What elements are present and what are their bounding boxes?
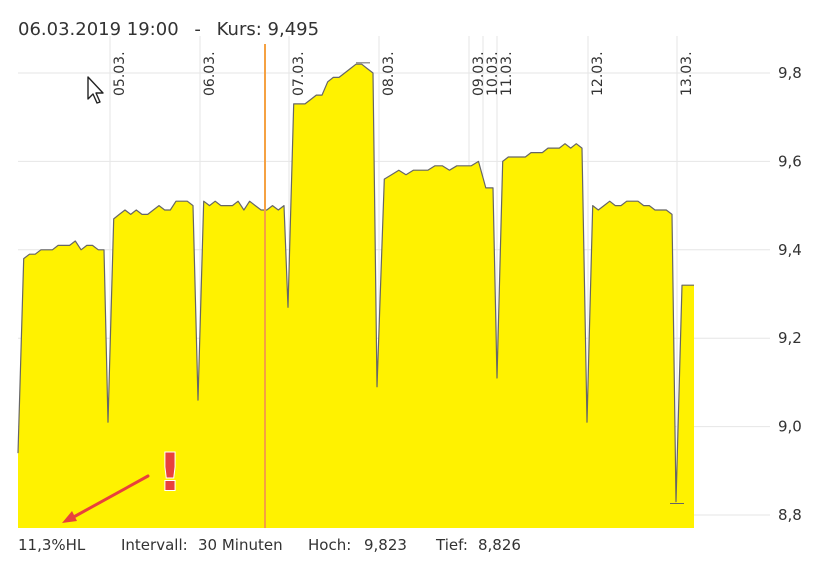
interval-value[interactable]: 30 Minuten [198,536,283,554]
header-separator: - [194,19,201,40]
y-tick-label: 8,8 [778,506,802,524]
y-axis-labels: 9,8 9,6 9,4 9,2 9,0 8,8 [778,64,802,524]
y-tick-label: 9,8 [778,64,802,82]
arrow-head-icon [62,511,77,523]
header-kurs-value: 9,495 [267,19,320,40]
x-axis-labels: 05.03. 06.03. 07.03. 08.03. 09.03.10.03.11.0… [112,51,695,96]
y-tick-label: 9,0 [778,418,802,436]
x-tick-label: 13.03. [679,51,695,96]
x-tick-label: 11.03. [499,51,515,96]
x-tick-label: 07.03. [291,51,307,96]
price-area [18,64,694,528]
header-datetime: 06.03.2019 19:00 [18,19,179,40]
x-tick-label: 12.03. [590,51,606,96]
y-tick-label: 9,2 [778,329,802,347]
x-tick-label: 10.03. [485,51,501,96]
overlay-layer: ! [62,44,684,528]
y-tick-label: 9,6 [778,152,802,170]
exclamation-mark: ! [158,443,182,503]
area-layer [17,63,694,528]
chart-header: 06.03.2019 19:00 - Kurs: 9,495 [18,19,319,40]
arrow-shaft [68,474,150,521]
high-value: 9,823 [364,536,407,554]
mouse-cursor-icon [87,76,107,110]
range-percent: 11,3%HL [18,536,86,554]
high-label: Hoch: [308,536,352,554]
x-tick-label: 08.03. [381,51,397,96]
price-line [17,63,694,503]
header-kurs-label: Kurs: [216,19,262,40]
x-tick-label: 06.03. [202,51,218,96]
y-tick-label: 9,4 [778,241,802,259]
x-tick-label: 09.03. [471,51,487,96]
low-value: 8,826 [478,536,521,554]
low-label: Tief: [436,536,468,554]
x-tick-label: 05.03. [112,51,128,96]
interval-label: Intervall: [121,536,188,554]
